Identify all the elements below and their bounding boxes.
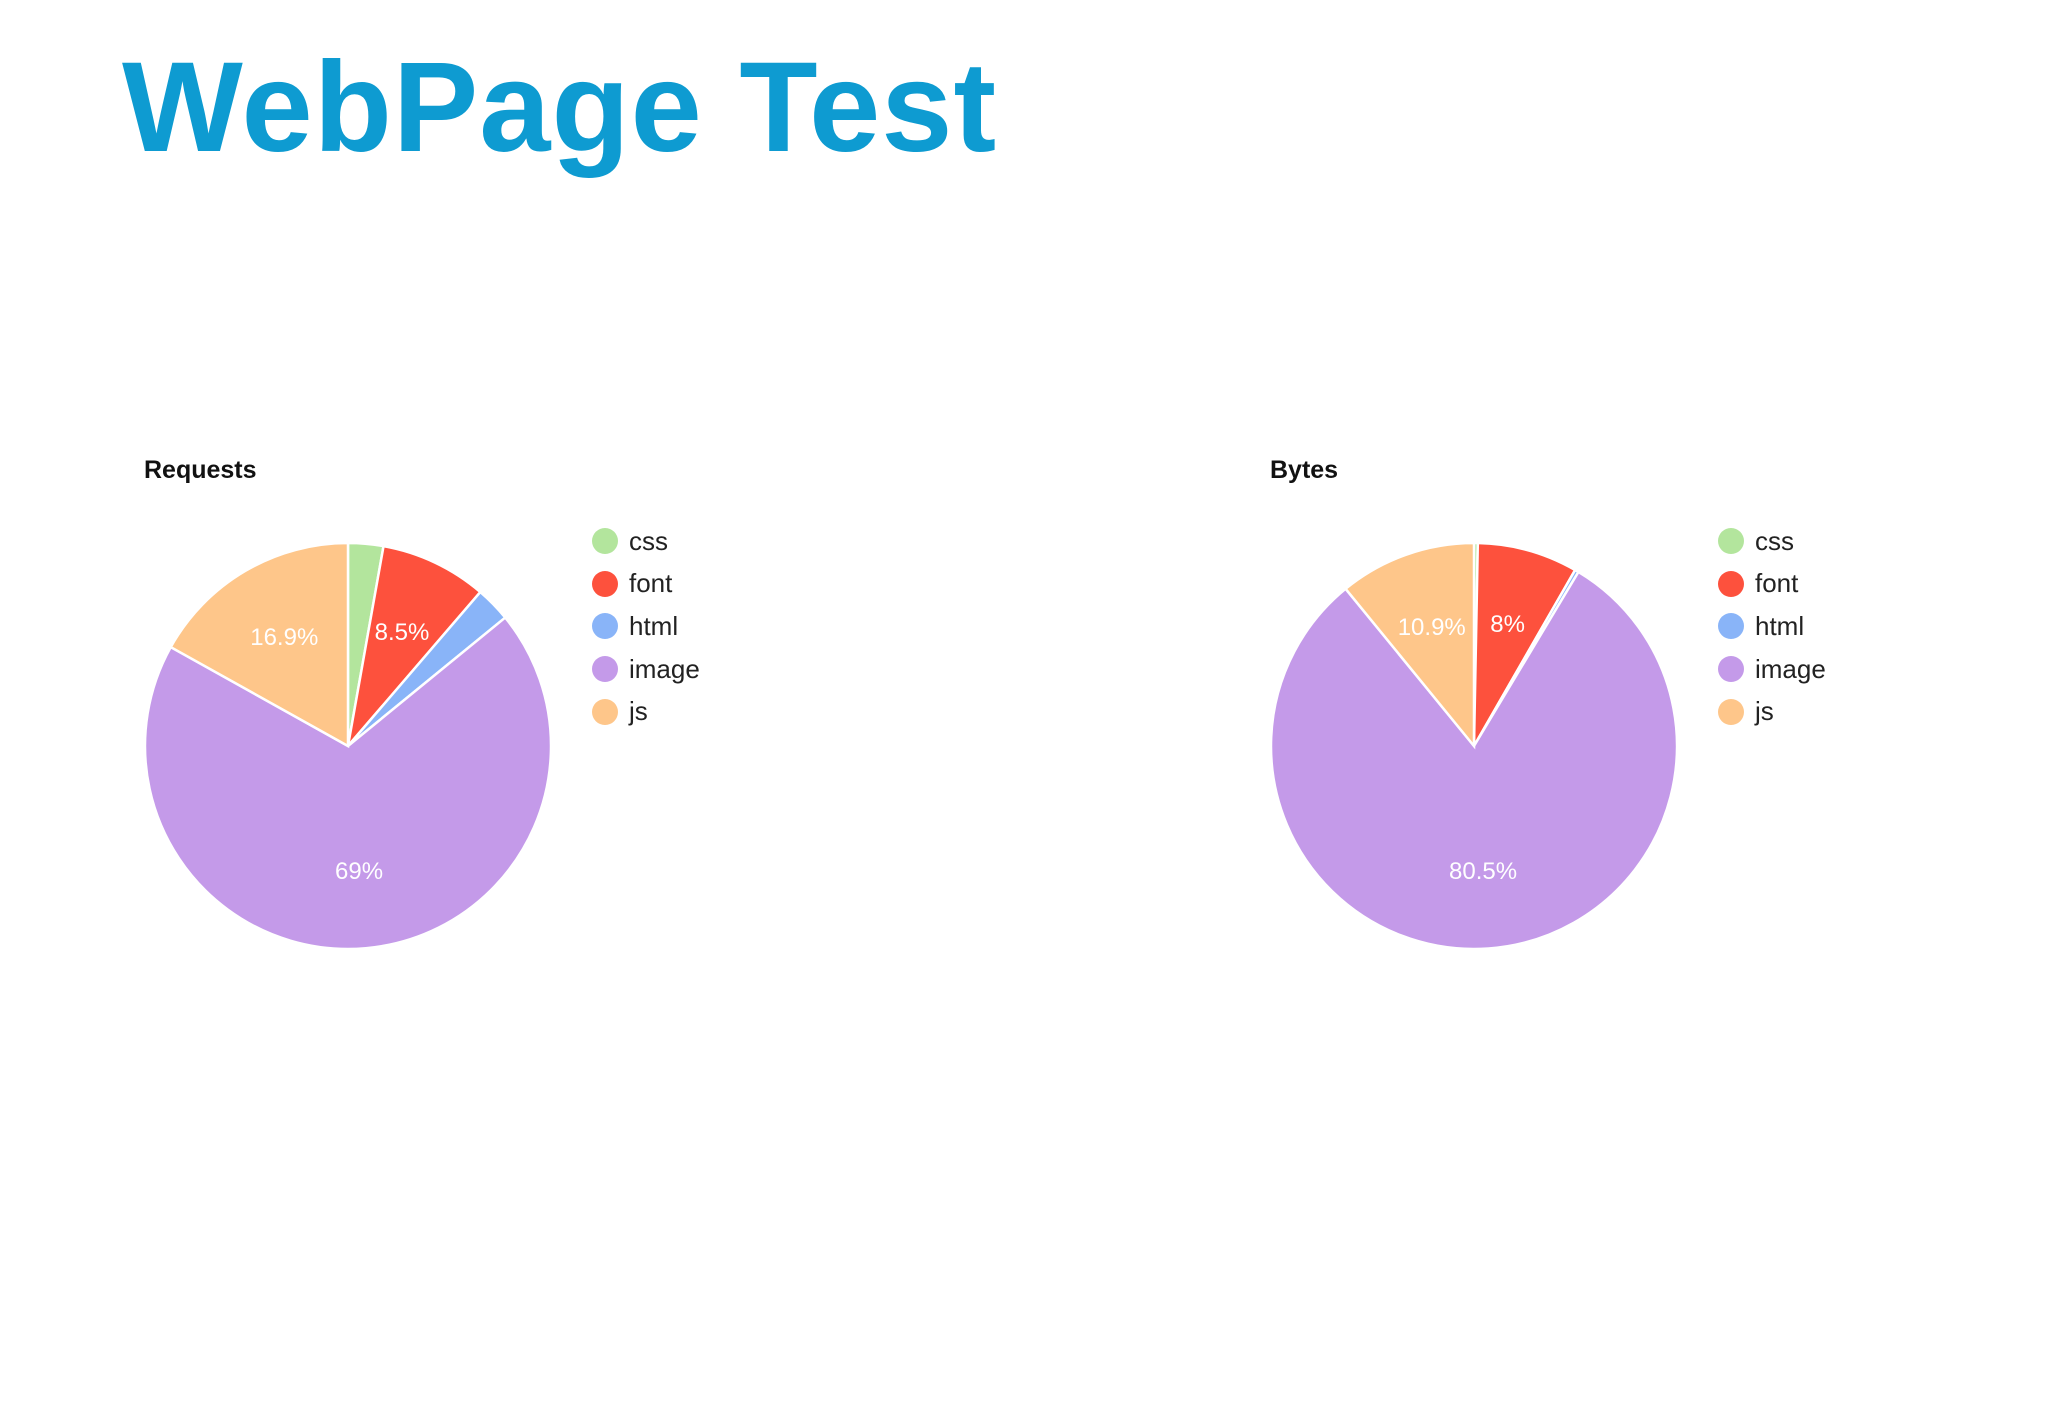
legend-item-image: image bbox=[592, 648, 700, 691]
slice-label-font: 8.5% bbox=[375, 619, 430, 646]
legend-item-image: image bbox=[1718, 648, 1826, 691]
legend-label: css bbox=[1755, 525, 1794, 556]
requests-pie: 8.5% 69% 16.9% bbox=[143, 541, 553, 951]
legend-swatch-icon bbox=[1718, 656, 1744, 683]
bytes-legend: css font html image js bbox=[1718, 520, 1826, 733]
legend-label: html bbox=[1755, 610, 1805, 641]
slice-label-font: 8% bbox=[1490, 611, 1525, 638]
legend-swatch-icon bbox=[1718, 613, 1744, 640]
legend-label: font bbox=[1755, 568, 1799, 599]
legend-swatch-icon bbox=[592, 528, 618, 555]
legend-swatch-icon bbox=[592, 613, 618, 640]
legend-swatch-icon bbox=[1718, 528, 1744, 555]
legend-label: css bbox=[629, 525, 668, 556]
legend-item-js: js bbox=[592, 690, 700, 733]
legend-item-font: font bbox=[1718, 563, 1826, 606]
legend-swatch-icon bbox=[592, 656, 618, 683]
legend-label: image bbox=[629, 653, 700, 684]
legend-item-font: font bbox=[592, 563, 700, 606]
legend-swatch-icon bbox=[1718, 570, 1744, 597]
chart-title: Requests bbox=[144, 456, 257, 484]
slice-label-image: 69% bbox=[335, 858, 383, 885]
page-title: WebPage Test bbox=[122, 36, 998, 179]
slice-label-js: 16.9% bbox=[250, 624, 318, 651]
requests-legend: css font html image js bbox=[592, 520, 700, 733]
legend-label: font bbox=[629, 568, 673, 599]
legend-item-css: css bbox=[592, 520, 700, 563]
legend-swatch-icon bbox=[1718, 698, 1744, 725]
legend-label: js bbox=[1755, 696, 1774, 727]
legend-swatch-icon bbox=[592, 570, 618, 597]
legend-item-css: css bbox=[1718, 520, 1826, 563]
legend-item-html: html bbox=[592, 605, 700, 648]
chart-title: Bytes bbox=[1270, 456, 1339, 484]
legend-swatch-icon bbox=[592, 698, 618, 725]
legend-item-html: html bbox=[1718, 605, 1826, 648]
pie-slice-js bbox=[1343, 541, 1476, 750]
legend-label: html bbox=[629, 610, 679, 641]
requests-chart: 8.5% 69% 16.9% Requests css font html image js bbox=[130, 440, 1030, 980]
legend-label: image bbox=[1755, 653, 1826, 684]
pie-slice-js bbox=[169, 541, 350, 749]
pie-slice-font bbox=[1472, 541, 1577, 747]
bytes-chart: 8% 80.5% 10.9% Bytes css font html image js bbox=[1256, 440, 2048, 980]
slice-label-js: 10.9% bbox=[1398, 614, 1466, 641]
pie-slice-image bbox=[1269, 570, 1679, 951]
bytes-pie: 8% 80.5% 10.9% bbox=[1269, 541, 1679, 951]
legend-item-js: js bbox=[1718, 690, 1826, 733]
slice-label-image: 80.5% bbox=[1449, 858, 1517, 885]
pie-slice-image bbox=[143, 615, 553, 951]
legend-label: js bbox=[629, 696, 648, 727]
pie-slice-font bbox=[345, 544, 483, 751]
